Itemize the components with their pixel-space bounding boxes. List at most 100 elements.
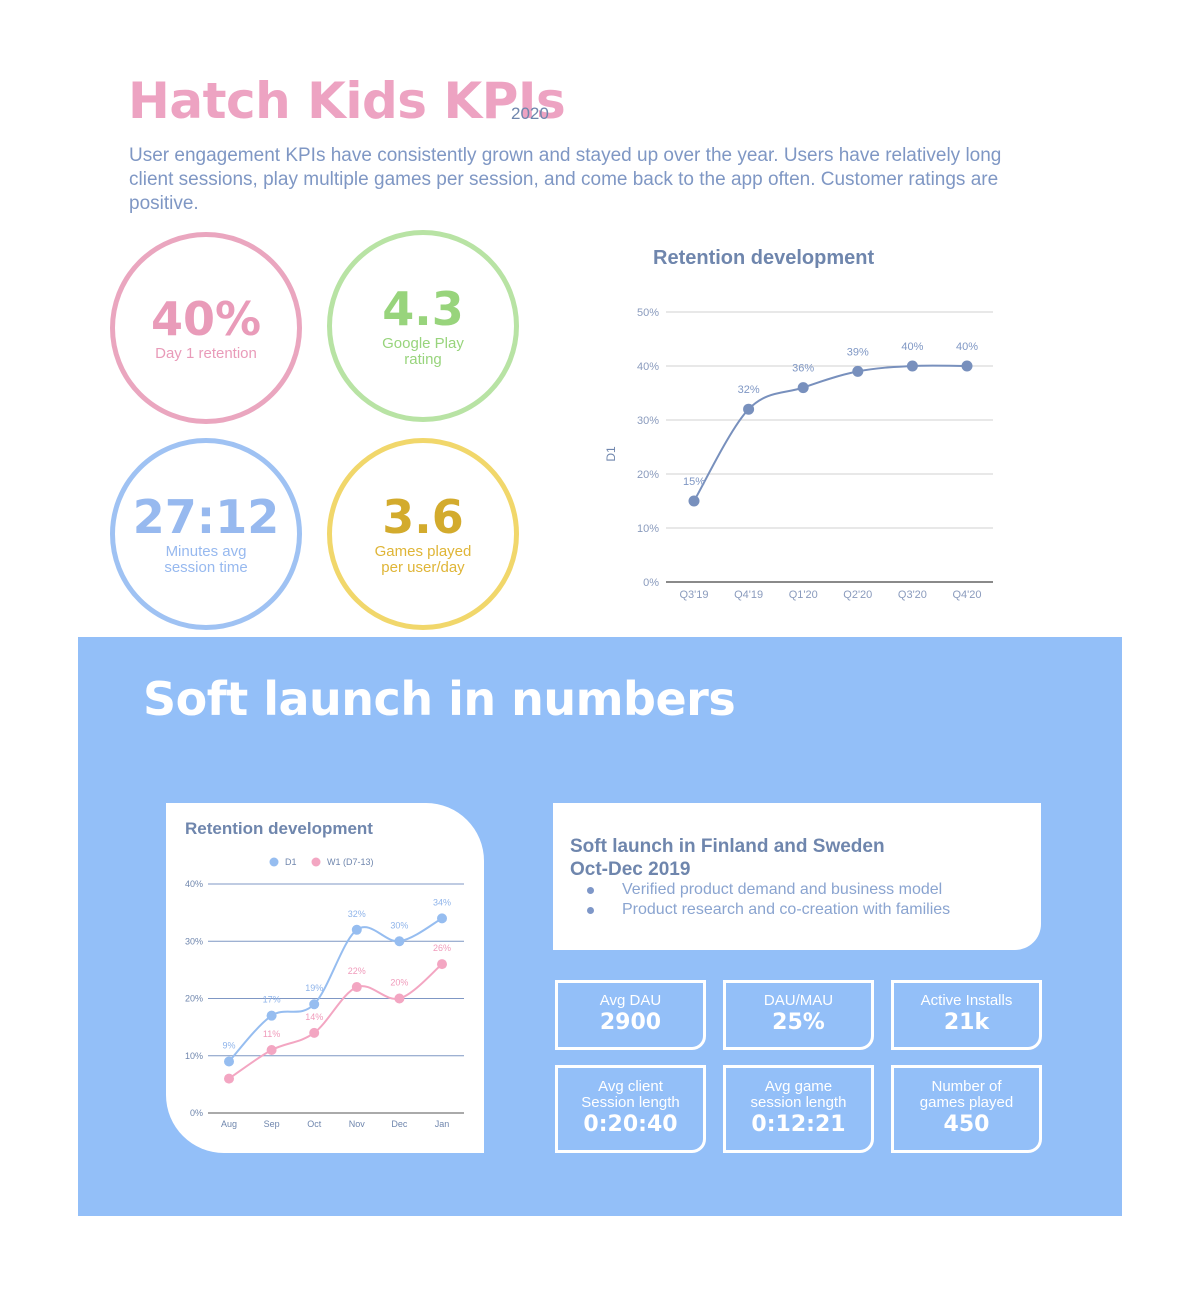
legend-marker [269,857,279,867]
kpi-session-time: 27:12 Minutes avg session time [110,438,302,630]
y-axis-label: D1 [604,446,618,462]
data-point [906,360,918,372]
stat-value: 450 [943,1112,990,1137]
x-tick-label: Q4'20 [952,589,981,601]
data-point [743,403,755,415]
stat-label-line-1: Avg client [598,1078,663,1095]
stat-label-line-2: Session length [581,1094,680,1111]
data-point [266,1045,277,1056]
intro-text: User engagement KPIs have consistently g… [129,145,1002,214]
x-tick-label: Dec [391,1119,408,1129]
launch-bullet-text: Product research and co-creation with fa… [622,901,951,918]
bullet-dot-icon [587,887,594,894]
data-label: 26% [433,943,451,953]
kpi-value: 40% [150,292,262,346]
kpi-value: 3.6 [382,490,464,544]
data-point [351,924,362,935]
data-label: 20% [390,978,408,988]
kpi-label: Day 1 retention [155,345,257,362]
data-point [688,495,700,507]
kpi-google-play-rating: 4.3 Google Play rating [327,230,519,422]
kpi-value: 27:12 [132,490,280,544]
stat-client-session-length: Avg client Session length 0:20:40 [555,1065,706,1153]
y-tick-label: 10% [637,523,659,535]
launch-heading: Soft launch in Finland and Sweden Oct-De… [570,835,1030,881]
x-tick-label: Nov [349,1119,366,1129]
data-point [224,1073,234,1084]
stat-label-line-1: Avg game [764,1078,833,1095]
section-title: Soft launch in numbers [143,672,736,726]
stat-label-line-1: Number of [931,1078,1002,1095]
stat-value: 0:12:21 [751,1112,846,1137]
data-point [852,365,864,377]
data-label: 32% [348,909,366,919]
kpi-label-line-1: Games played [374,543,472,560]
stat-game-session-length: Avg game session length 0:12:21 [723,1065,874,1153]
stat-avg-dau: Avg DAU 2900 [555,980,706,1050]
y-tick-label: 40% [637,361,659,373]
kpi-games-played: 3.6 Games played per user/day [327,438,519,630]
data-point [309,1027,320,1038]
data-point [351,982,362,993]
stat-dau-mau: DAU/MAU 25% [723,980,874,1050]
x-tick-label: Aug [221,1119,237,1129]
x-tick-label: Q1'20 [789,589,818,601]
launch-heading-line-2: Oct-Dec 2019 [570,859,691,880]
launch-bullet-text: Verified product demand and business mod… [622,881,943,898]
x-tick-label: Sep [264,1119,280,1129]
stat-active-installs: Active Installs 21k [891,980,1042,1050]
kpi-label-line-1: Minutes avg [165,543,247,560]
legend-label: D1 [285,857,297,867]
y-tick-label: 20% [185,994,203,1004]
retention-chart-top: Retention development D1 0% 10% 20% 30% 40% 50%… [604,247,993,601]
y-tick-label: 30% [185,936,203,946]
data-label: 11% [263,1029,280,1039]
launch-heading-line-1: Soft launch in Finland and Sweden [570,836,885,857]
data-label: 40% [956,341,978,353]
data-label: 30% [390,920,408,930]
stat-value: 2900 [599,1010,662,1035]
data-label: 9% [222,1040,235,1050]
data-label: 15% [683,476,705,488]
stat-value: 25% [772,1010,825,1035]
data-label: 36% [792,363,814,375]
data-label: 32% [738,384,760,396]
data-label: 39% [847,346,869,358]
launch-bullet: Verified product demand and business mod… [587,881,1042,899]
bullet-dot-icon [587,907,594,914]
data-label: 22% [348,966,366,976]
data-label: 14% [305,1012,323,1022]
stat-value: 21k [943,1010,990,1035]
stat-games-played: Number of games played 450 [891,1065,1042,1153]
stat-label: DAU/MAU [763,992,834,1009]
data-point [266,1010,277,1021]
page-year: 2020 [511,104,549,123]
kpi-value: 4.3 [382,282,464,336]
data-point [394,936,405,947]
y-tick-label: 40% [185,879,203,889]
data-label: 17% [263,995,281,1005]
x-tick-label: Q2'20 [843,589,872,601]
retention-chart-bottom: Retention development D1 W1 (D7-13) 0% 10% 20… [185,819,464,1129]
data-point [224,1056,234,1067]
launch-info-card [553,803,1041,950]
chart-title: Retention development [185,819,373,838]
kpi-label-line-2: per user/day [381,559,465,576]
data-label: 19% [305,983,323,993]
x-tick-label: Jan [435,1119,450,1129]
kpi-label-line-2: session time [164,559,248,576]
data-point [437,959,447,970]
stat-label: Avg DAU [599,992,662,1009]
stat-value: 0:20:40 [583,1112,678,1137]
kpi-label-line-1: Google Play [382,335,464,352]
legend-marker [311,857,321,867]
data-point [394,993,405,1004]
legend-label: W1 (D7-13) [327,857,374,867]
data-point [309,999,320,1010]
y-tick-label: 0% [643,577,659,589]
kpi-label-line-2: rating [404,351,442,368]
data-point [961,360,973,372]
y-tick-label: 50% [637,307,659,319]
x-tick-label: Q4'19 [734,589,763,601]
x-tick-label: Oct [307,1119,322,1129]
